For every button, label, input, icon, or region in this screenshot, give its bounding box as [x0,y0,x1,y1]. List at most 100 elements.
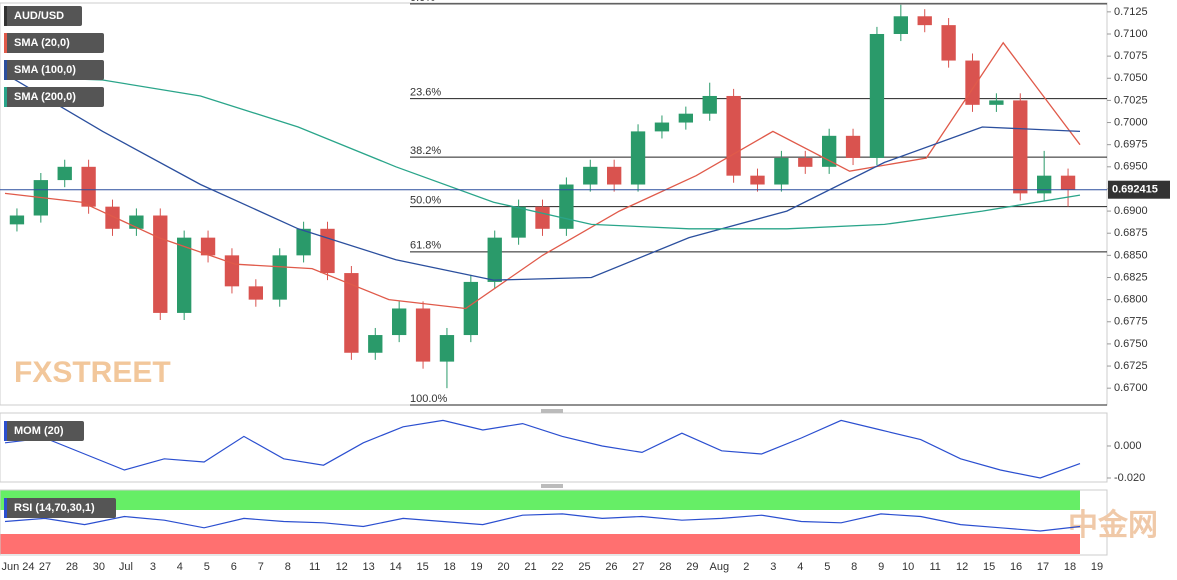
candle-body [415,308,431,362]
x-tick-label: 27 [39,561,51,573]
watermark-cn: 中金网 [1068,508,1158,542]
y-tick-label: 0.000 [1114,440,1142,452]
fib-label: 50.0% [410,195,441,207]
candle-body [153,215,168,313]
legend-label: SMA (200,0) [14,91,76,103]
x-tick-label: 27 [632,561,644,573]
candle-body [774,157,789,185]
x-tick-label: 13 [363,561,375,573]
line [4,513,1081,532]
y-tick-label: 0.7100 [1114,28,1148,40]
x-tick-label: 3 [150,561,156,573]
splitter [541,484,563,488]
legend-box [4,498,116,518]
candle-body [726,95,741,176]
mom-panel [0,412,1108,483]
legend-box [4,6,82,26]
overbought-band [0,490,1080,510]
x-tick-label: 10 [902,561,914,573]
x-tick-label: 8 [851,561,857,573]
candle-body [105,206,120,229]
x-tick-label: 3 [770,561,776,573]
x-tick-label: 14 [390,561,402,573]
main-panel [0,2,1108,406]
x-tick-label: 5 [204,561,210,573]
y-tick-label: 0.6775 [1114,316,1148,328]
fib-label: 0.0% [410,0,435,4]
x-tick-label: Jun 24 [1,561,34,573]
x-tick-label: 18 [1064,561,1076,573]
x-tick-label: 2 [743,561,749,573]
candle-body [630,131,646,185]
y-tick-label: 0.7025 [1114,94,1148,106]
candle-body [559,184,574,229]
candle-body [368,335,383,353]
candle-body [487,237,502,282]
candle-body [224,255,240,287]
candle-body [917,16,932,26]
x-tick-label: 11 [309,561,320,573]
fib-label: 61.8% [410,240,441,252]
candle-body [750,175,765,185]
candle-body [702,95,717,114]
candle-body [989,100,1004,105]
legend-swatch [4,6,7,26]
candle-body [1013,100,1028,194]
legend-swatch [4,87,7,107]
x-tick-label: 20 [497,561,509,573]
candle-body [1060,175,1076,190]
x-tick-label: 6 [231,561,237,573]
legend-box [4,87,104,107]
candle-body [296,228,311,256]
candle-body [535,206,550,229]
x-tick-label: 11 [929,561,940,573]
line [4,73,1081,281]
x-tick-label: 4 [177,561,183,573]
candle-body [200,237,216,256]
x-tick-label: Aug [710,561,730,573]
fib-label: 38.2% [410,145,441,157]
x-tick-label: 22 [551,561,563,573]
candle-body [344,273,359,353]
x-tick-label: 28 [66,561,78,573]
y-tick-label: 0.7000 [1114,116,1148,128]
x-tick-label: 25 [578,561,590,573]
y-tick-label: 0.6750 [1114,338,1148,350]
candle-body [320,228,335,274]
candle-body [965,60,980,105]
x-tick-label: 7 [258,561,264,573]
y-tick-label: 0.6725 [1114,360,1148,372]
candle-body [177,237,192,313]
x-tick-label: 12 [956,561,968,573]
candle-body [272,255,287,300]
legend-swatch [4,60,7,80]
candle-body [463,281,478,336]
y-tick-label: 0.6850 [1114,249,1148,261]
candle-body [941,25,956,61]
x-tick-label: 17 [1037,561,1049,573]
candle-body [9,215,25,225]
line [4,75,1081,230]
x-tick-label: 5 [824,561,830,573]
y-tick-label: 0.6950 [1114,161,1148,173]
x-tick-label: 15 [983,561,995,573]
candle-body [392,308,407,336]
x-tick-label: Jul [119,561,133,573]
y-tick-label: 0.7075 [1114,50,1148,62]
legend-label: RSI (14,70,30,1) [14,502,95,514]
line [4,41,1081,310]
candle-body [678,113,693,123]
oversold-band [0,534,1080,554]
last-price-label: 0.692415 [1112,184,1158,196]
legend-label: SMA (100,0) [14,64,76,76]
x-tick-label: 19 [1091,561,1103,573]
candle-body [654,122,670,132]
x-tick-label: 4 [797,561,803,573]
candle-body [822,135,837,167]
candle-body [798,157,813,167]
x-tick-label: 28 [659,561,671,573]
x-tick-label: 16 [1010,561,1022,573]
candle-body [511,206,526,238]
y-tick-label: 0.6825 [1114,271,1148,283]
